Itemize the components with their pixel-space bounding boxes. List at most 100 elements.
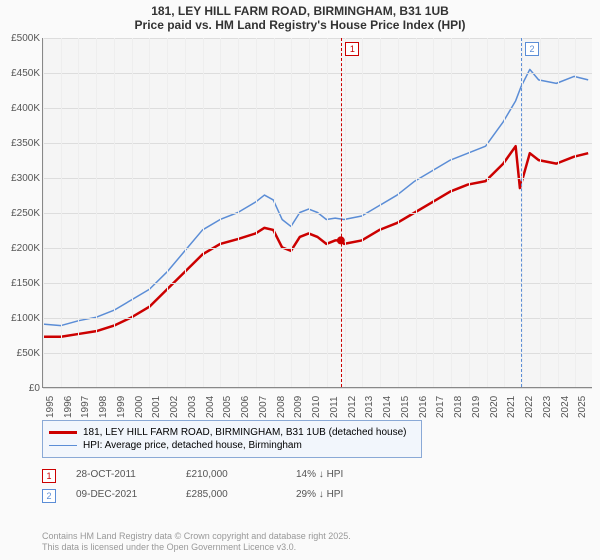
y-axis-label: £350K <box>0 138 40 149</box>
gridline-v <box>504 38 505 387</box>
gridline-h <box>43 178 592 179</box>
y-axis-label: £100K <box>0 313 40 324</box>
gridline-v <box>487 38 488 387</box>
gridline-h <box>43 108 592 109</box>
reference-marker: 1 <box>345 42 359 56</box>
gridline-v <box>167 38 168 387</box>
gridline-v <box>558 38 559 387</box>
attribution: Contains HM Land Registry data © Crown c… <box>42 531 351 554</box>
y-axis-label: £0 <box>0 383 40 394</box>
x-axis-label: 2023 <box>542 396 553 418</box>
x-axis-label: 2014 <box>382 396 393 418</box>
chart-container: 181, LEY HILL FARM ROAD, BIRMINGHAM, B31… <box>0 0 600 560</box>
x-axis-label: 2022 <box>524 396 535 418</box>
x-axis-label: 2004 <box>205 396 216 418</box>
transaction-marker: 2 <box>42 489 56 503</box>
series-line-price_paid <box>43 146 588 337</box>
gridline-v <box>149 38 150 387</box>
y-axis-label: £200K <box>0 243 40 254</box>
x-axis-label: 1995 <box>45 396 56 418</box>
gridline-v <box>345 38 346 387</box>
attribution-line-2: This data is licensed under the Open Gov… <box>42 542 351 554</box>
x-axis-label: 2002 <box>169 396 180 418</box>
x-axis-label: 2008 <box>276 396 287 418</box>
y-axis-label: £300K <box>0 173 40 184</box>
y-axis-label: £250K <box>0 208 40 219</box>
gridline-v <box>522 38 523 387</box>
x-axis-label: 2021 <box>506 396 517 418</box>
gridline-h <box>43 38 592 39</box>
x-axis-label: 2011 <box>329 396 340 418</box>
gridline-v <box>416 38 417 387</box>
transactions-table: 128-OCT-2011£210,00014% ↓ HPI209-DEC-202… <box>42 466 386 506</box>
transaction-price: £285,000 <box>186 489 276 503</box>
transaction-date: 28-OCT-2011 <box>76 469 166 483</box>
gridline-v <box>309 38 310 387</box>
legend-swatch <box>49 431 77 434</box>
y-axis-label: £400K <box>0 103 40 114</box>
legend-label: HPI: Average price, detached house, Birm… <box>83 440 302 451</box>
x-axis-label: 2019 <box>471 396 482 418</box>
legend-label: 181, LEY HILL FARM ROAD, BIRMINGHAM, B31… <box>83 427 406 438</box>
x-axis-label: 2001 <box>151 396 162 418</box>
transaction-marker: 1 <box>42 469 56 483</box>
y-axis-label: £500K <box>0 33 40 44</box>
gridline-v <box>132 38 133 387</box>
gridline-v <box>203 38 204 387</box>
gridline-v <box>433 38 434 387</box>
gridline-v <box>540 38 541 387</box>
transaction-diff: 14% ↓ HPI <box>296 469 386 483</box>
x-axis-label: 2025 <box>577 396 588 418</box>
x-axis-label: 1996 <box>63 396 74 418</box>
reference-line <box>341 38 342 387</box>
x-axis-label: 2013 <box>364 396 375 418</box>
x-axis-label: 2018 <box>453 396 464 418</box>
transaction-diff: 29% ↓ HPI <box>296 489 386 503</box>
gridline-h <box>43 73 592 74</box>
x-axis-label: 2017 <box>435 396 446 418</box>
x-axis-label: 1998 <box>98 396 109 418</box>
chart-title: 181, LEY HILL FARM ROAD, BIRMINGHAM, B31… <box>0 0 600 34</box>
gridline-v <box>327 38 328 387</box>
x-axis-label: 2012 <box>347 396 358 418</box>
gridline-v <box>114 38 115 387</box>
x-axis-label: 2003 <box>187 396 198 418</box>
transaction-row: 128-OCT-2011£210,00014% ↓ HPI <box>42 466 386 486</box>
x-axis-label: 1999 <box>116 396 127 418</box>
legend-row: HPI: Average price, detached house, Birm… <box>49 440 415 451</box>
gridline-v <box>96 38 97 387</box>
transaction-date: 09-DEC-2021 <box>76 489 166 503</box>
gridline-v <box>185 38 186 387</box>
x-axis-label: 2020 <box>489 396 500 418</box>
reference-line <box>521 38 522 387</box>
gridline-v <box>362 38 363 387</box>
gridline-v <box>78 38 79 387</box>
x-axis-label: 2007 <box>258 396 269 418</box>
gridline-v <box>220 38 221 387</box>
x-axis-label: 2000 <box>134 396 145 418</box>
transaction-row: 2 09-DEC-2021 £285,000 29% ↓ HPI <box>42 486 386 506</box>
gridline-v <box>451 38 452 387</box>
gridline-v <box>469 38 470 387</box>
gridline-h <box>43 143 592 144</box>
gridline-v <box>380 38 381 387</box>
x-axis-label: 1997 <box>80 396 91 418</box>
title-line-2: Price paid vs. HM Land Registry's House … <box>0 18 600 32</box>
legend-row: 181, LEY HILL FARM ROAD, BIRMINGHAM, B31… <box>49 427 415 438</box>
x-axis-label: 2016 <box>418 396 429 418</box>
y-axis-label: £150K <box>0 278 40 289</box>
x-axis-label: 2010 <box>311 396 322 418</box>
legend: 181, LEY HILL FARM ROAD, BIRMINGHAM, B31… <box>42 420 422 458</box>
gridline-v <box>291 38 292 387</box>
gridline-h <box>43 388 592 389</box>
gridline-v <box>43 38 44 387</box>
x-axis-label: 2015 <box>400 396 411 418</box>
gridline-h <box>43 353 592 354</box>
gridline-v <box>256 38 257 387</box>
gridline-h <box>43 248 592 249</box>
x-axis-label: 2005 <box>222 396 233 418</box>
reference-marker: 2 <box>525 42 539 56</box>
legend-swatch <box>49 445 77 447</box>
title-line-1: 181, LEY HILL FARM ROAD, BIRMINGHAM, B31… <box>0 4 600 18</box>
y-axis-label: £50K <box>0 348 40 359</box>
